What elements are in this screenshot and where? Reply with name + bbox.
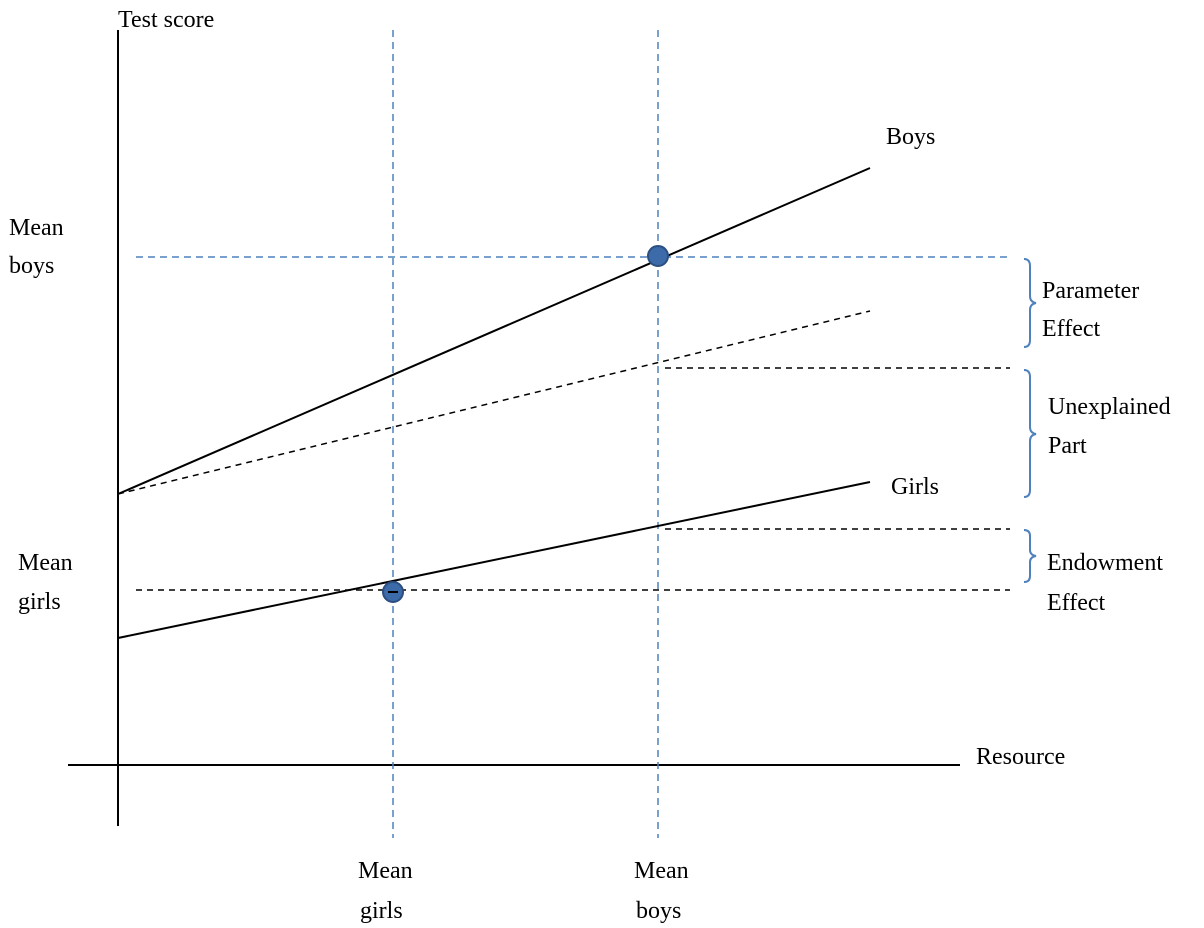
- unexplained-part-line2: Part: [1048, 433, 1087, 459]
- boys-line: [117, 167, 871, 495]
- x-marker-mean-girls-line2: girls: [360, 898, 403, 924]
- y-marker-mean-boys-line1: Mean: [9, 215, 64, 241]
- unexplained-part-line1: Unexplained: [1048, 394, 1171, 420]
- y-marker-mean-girls-line1: Mean: [18, 550, 73, 576]
- y-marker-mean-girls-line2: girls: [18, 589, 61, 615]
- point-mean-boys: [647, 245, 669, 267]
- bracket-endowment-effect: [1023, 529, 1037, 583]
- boys-line-label: Boys: [886, 124, 935, 150]
- endowment-effect-line2: Effect: [1047, 590, 1106, 616]
- x-marker-mean-girls-line1: Mean: [358, 858, 413, 884]
- y-axis-label: Test score: [118, 7, 214, 33]
- bracket-unexplained-part: [1023, 369, 1037, 498]
- counterfactual-dashed-line: [117, 310, 871, 495]
- x-marker-mean-boys-line2: boys: [636, 898, 681, 924]
- x-axis-label: Resource: [976, 744, 1065, 770]
- endowment-effect-line1: Endowment: [1047, 550, 1163, 576]
- girls-line: [117, 481, 871, 639]
- parameter-effect-line2: Effect: [1042, 316, 1101, 342]
- girls-line-label: Girls: [891, 474, 939, 500]
- bracket-parameter-effect: [1023, 258, 1037, 348]
- x-marker-mean-boys-line1: Mean: [634, 858, 689, 884]
- y-marker-mean-boys-line2: boys: [9, 253, 54, 279]
- parameter-effect-line1: Parameter: [1042, 278, 1139, 304]
